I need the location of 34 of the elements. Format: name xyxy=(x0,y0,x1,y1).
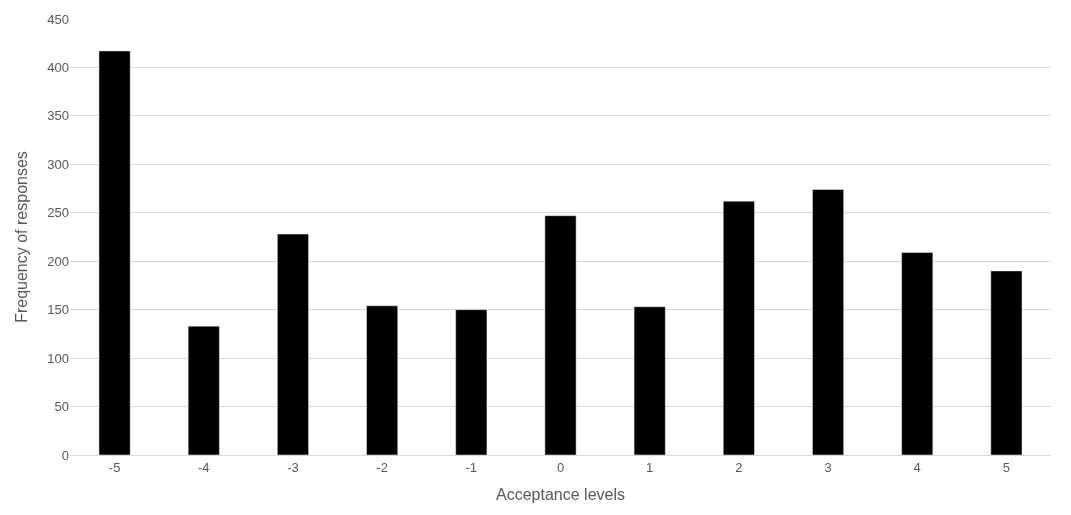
x-tick-label: 0 xyxy=(556,459,565,475)
bar xyxy=(544,215,577,455)
y-tick-label: 100 xyxy=(47,350,69,366)
y-tick-label: 250 xyxy=(47,205,69,221)
bar xyxy=(455,309,488,455)
x-tick-label: -4 xyxy=(197,459,210,475)
x-tick-label: -5 xyxy=(108,459,121,475)
bar xyxy=(98,50,131,455)
x-tick-label: 3 xyxy=(824,459,832,475)
y-tick-label: 350 xyxy=(47,108,69,124)
x-tick-label: 2 xyxy=(735,459,743,475)
y-tick-label: 200 xyxy=(47,253,69,269)
bar xyxy=(901,252,934,455)
bar xyxy=(187,325,220,455)
y-tick-label: 50 xyxy=(54,399,69,415)
y-tick-label: 450 xyxy=(47,11,69,27)
bar xyxy=(723,200,755,455)
y-axis-title: Frequency of responses xyxy=(13,151,31,323)
x-tick-label: -3 xyxy=(287,459,299,475)
y-tick-label: 150 xyxy=(47,302,69,318)
y-tick-label: 300 xyxy=(47,156,69,172)
y-tick-label: 400 xyxy=(47,59,69,75)
x-tick-label: 1 xyxy=(646,459,654,475)
y-tick-label: 0 xyxy=(61,447,69,463)
x-tick-label: -2 xyxy=(376,459,388,475)
x-axis-title: Acceptance levels xyxy=(496,486,625,504)
bar xyxy=(990,270,1023,455)
bar xyxy=(277,233,309,455)
bar xyxy=(366,305,398,455)
x-tick-label: -1 xyxy=(465,459,478,475)
x-tick-label: 5 xyxy=(1002,459,1011,475)
x-tick-label: 4 xyxy=(913,459,921,475)
bar xyxy=(812,189,844,455)
bar xyxy=(633,306,666,455)
